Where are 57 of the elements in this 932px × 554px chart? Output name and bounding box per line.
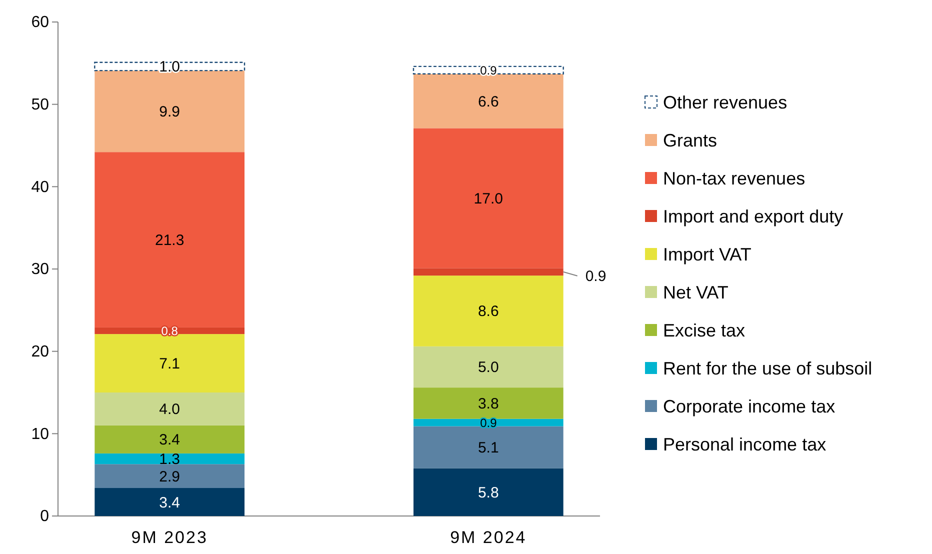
bar [413, 418, 564, 426]
data-label: 1.3 [159, 451, 180, 468]
bar [94, 392, 245, 426]
y-tick-label: 10 [31, 426, 50, 443]
legend-label: Net VAT [663, 282, 728, 302]
bar [413, 426, 564, 468]
bar [94, 62, 246, 72]
data-label: 3.4 [159, 432, 180, 449]
data-label: 5.8 [478, 484, 499, 502]
legend-label: Corporate income tax [663, 396, 836, 416]
data-label: 9.9 [159, 104, 180, 121]
data-label: 0.9 [480, 63, 498, 78]
bar [94, 334, 245, 392]
data-label: 0.9 [480, 416, 498, 430]
bar [413, 388, 564, 419]
legend-label: Personal income tax [663, 434, 826, 454]
data-label: 5.1 [478, 440, 499, 456]
data-label: 4.0 [159, 401, 180, 418]
bar [94, 425, 245, 454]
data-label: 3.4 [159, 494, 180, 512]
legend-label: Import and export duty [663, 206, 844, 226]
y-tick-label: 0 [40, 508, 50, 526]
data-label: 2.9 [159, 468, 180, 486]
data-label: 1.0 [159, 58, 180, 76]
y-tick-label: 40 [31, 178, 50, 196]
bar [94, 70, 245, 152]
data-label: 6.6 [478, 93, 499, 110]
legend-label: Excise tax [663, 320, 746, 340]
legend-label: Other revenues [663, 92, 788, 112]
bar [412, 66, 564, 74]
data-label: 0.9 [585, 268, 606, 286]
bar [94, 453, 245, 464]
legend-label: Rent for the use of subsoil [663, 358, 872, 378]
bar [413, 276, 564, 346]
data-label: 5.0 [478, 359, 499, 376]
data-label: 17.0 [474, 190, 504, 208]
bar [94, 152, 245, 328]
data-label: 8.6 [478, 303, 499, 320]
x-tick-label: 9M 2024 [450, 528, 527, 547]
y-tick-label: 60 [31, 14, 50, 32]
y-tick-label: 20 [31, 343, 50, 360]
y-tick-label: 50 [31, 96, 50, 114]
data-label: 3.8 [478, 395, 499, 412]
x-tick-label: 9M 2023 [131, 528, 208, 547]
legend-label: Grants [663, 130, 718, 150]
bar [94, 464, 245, 488]
legend-label: Non-tax revenues [663, 168, 806, 188]
bar [94, 488, 245, 516]
bar [413, 346, 564, 388]
bar [413, 74, 564, 128]
data-label: 7.1 [159, 356, 180, 373]
bar [413, 468, 564, 516]
data-label: 21.3 [154, 232, 184, 250]
bar [413, 268, 564, 276]
y-tick-label: 30 [31, 261, 50, 278]
legend-label: Import VAT [663, 244, 752, 264]
bar [413, 128, 564, 268]
